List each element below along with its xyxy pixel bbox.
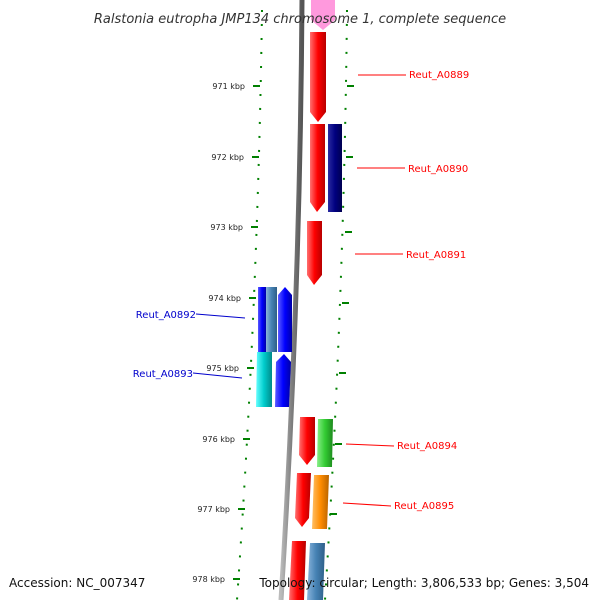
gene-label-reut-a0892[interactable]: Reut_A0892 (136, 310, 196, 321)
gene-label-reut-a0895[interactable]: Reut_A0895 (394, 501, 454, 512)
map-title: Ralstonia eutropha JMP134 chromosome 1, … (94, 12, 506, 27)
gene-label-reut-a0890[interactable]: Reut_A0890 (408, 164, 468, 175)
leader-line (192, 372, 243, 379)
outer-dotted-ring-right (324, 9, 348, 600)
gene-label-reut-a0893[interactable]: Reut_A0893 (133, 369, 193, 380)
cds-reut-a0889[interactable] (310, 32, 326, 122)
gene-label-reut-a0894[interactable]: Reut_A0894 (397, 441, 457, 452)
backbone (278, 0, 305, 600)
cds-reut-a0891[interactable] (307, 221, 322, 285)
tick-label: 972 kbp (211, 153, 244, 162)
cds-reut-a0895[interactable] (295, 473, 311, 527)
leader-line (342, 502, 392, 507)
cds-red-bottom (289, 541, 306, 600)
orf-green (317, 419, 333, 467)
tick-label: 973 kbp (210, 223, 243, 232)
tick-label: 976 kbp (202, 435, 235, 444)
orf-navy (328, 124, 342, 212)
cds-reut-a0893[interactable] (256, 352, 272, 407)
cds-reverse-lower (275, 354, 291, 407)
orf-steelblue (266, 287, 277, 352)
orf-steelblue-bottom (307, 543, 325, 600)
gene-label-reut-a0889[interactable]: Reut_A0889 (409, 70, 469, 81)
orf-orange (312, 475, 329, 529)
gene-label-reut-a0891[interactable]: Reut_A0891 (406, 250, 466, 261)
tick-marks (233, 85, 354, 580)
cds-reut-a0894[interactable] (299, 417, 315, 465)
tick-label: 975 kbp (206, 364, 239, 373)
cds-reverse-upper (278, 287, 292, 352)
leader-line (345, 443, 395, 447)
tick-label: 974 kbp (208, 294, 241, 303)
cds-reut-a0890[interactable] (310, 124, 325, 212)
tick-label: 978 kbp (192, 575, 225, 584)
cds-reut-a0892[interactable] (258, 287, 266, 352)
tick-label: 977 kbp (197, 505, 230, 514)
tick-label: 971 kbp (212, 82, 245, 91)
leader-line (195, 313, 246, 319)
feature-pink (311, 0, 335, 30)
topology-text: Topology: circular; Length: 3,806,533 bp… (258, 576, 589, 590)
accession-text: Accession: NC_007347 (9, 576, 145, 590)
